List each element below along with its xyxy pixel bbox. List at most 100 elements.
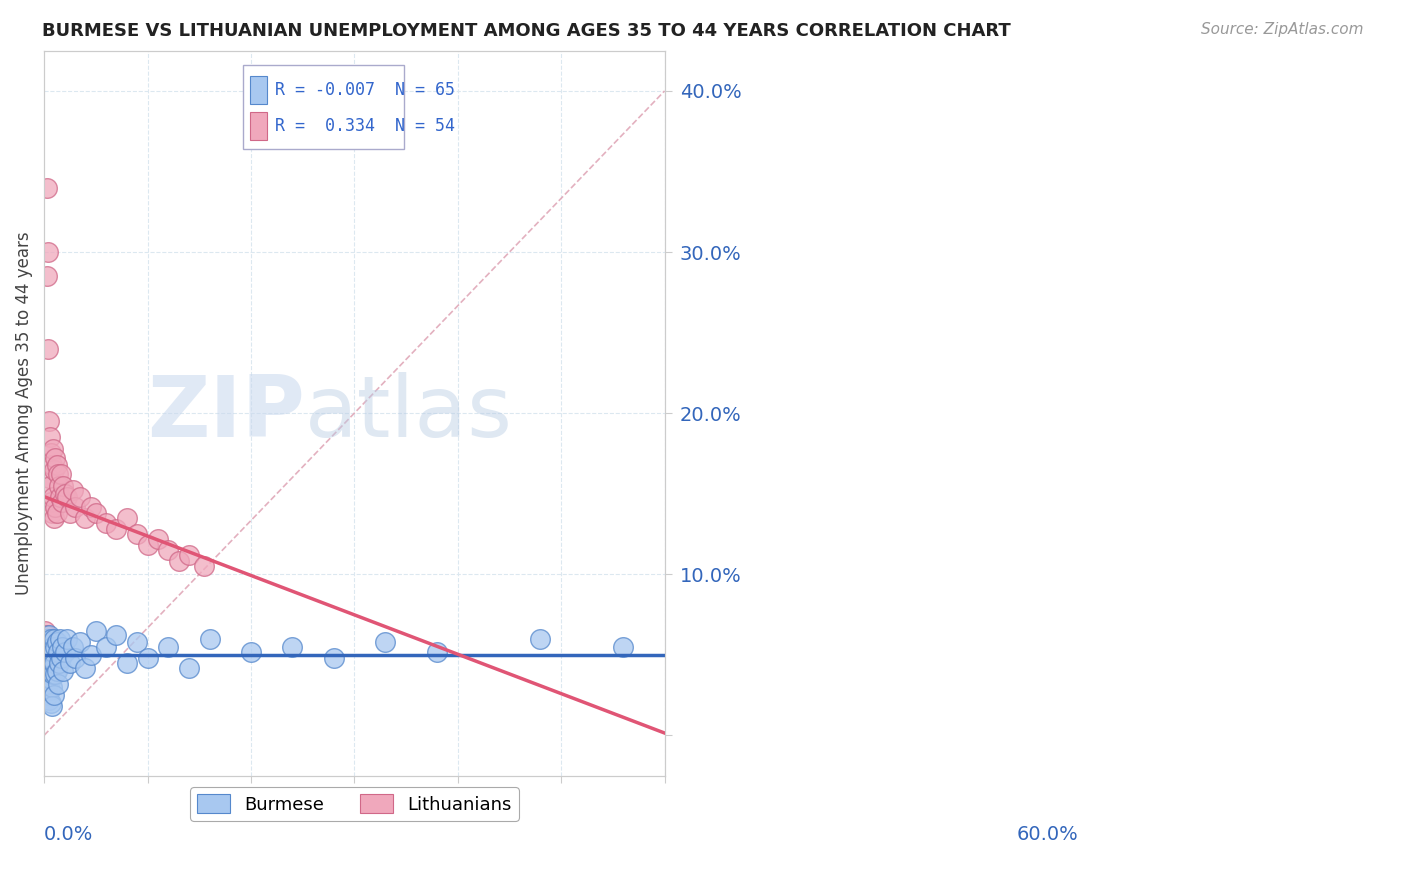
Point [44,500,66,514]
Point [44,640,66,654]
Point [96,640,118,654]
Point [63,500,86,514]
Point [198,632,221,646]
Point [53,644,76,658]
Point [59,506,82,520]
Point [41,680,63,694]
Point [37,656,59,670]
Point [49,467,72,482]
Text: Source: ZipAtlas.com: Source: ZipAtlas.com [1201,22,1364,37]
Point [84,624,107,638]
Point [45,458,67,472]
Text: atlas: atlas [305,372,513,455]
Point [127,635,149,649]
Point [69,490,91,504]
Point [157,640,180,654]
Point [281,640,304,654]
Point [115,511,138,525]
Point [612,640,634,654]
Point [37,342,59,356]
Point [193,559,215,574]
Point [41,672,63,686]
Point [48,656,70,670]
Point [51,640,73,654]
Point [39,430,62,444]
Text: BURMESE VS LITHUANIAN UNEMPLOYMENT AMONG AGES 35 TO 44 YEARS CORRELATION CHART: BURMESE VS LITHUANIAN UNEMPLOYMENT AMONG… [42,22,1011,40]
Text: R =  0.334  N = 54: R = 0.334 N = 54 [276,117,456,135]
Point [35,667,58,681]
Point [37,632,59,646]
Point [146,532,169,546]
Point [127,527,149,541]
Point [41,699,63,714]
Point [177,661,200,675]
Point [44,688,66,702]
Point [48,478,70,492]
Point [62,640,84,654]
Point [37,269,59,284]
Point [49,651,72,665]
Point [75,661,97,675]
Point [46,677,69,691]
Point [105,522,128,536]
Point [37,632,59,646]
Point [136,538,159,552]
Point [45,506,67,520]
FancyBboxPatch shape [250,76,267,103]
Point [38,628,60,642]
Point [44,511,66,525]
Point [35,683,58,698]
Point [37,664,59,678]
Point [44,667,66,681]
Point [39,635,62,649]
Point [75,511,97,525]
Point [35,640,58,654]
Point [42,490,65,504]
Point [157,543,180,558]
Point [63,651,86,665]
Point [41,661,63,675]
Point [48,490,70,504]
Point [79,500,101,514]
Point [84,506,107,520]
Point [59,656,82,670]
Point [41,651,63,665]
Point [38,693,60,707]
Text: 0.0%: 0.0% [44,825,93,844]
Point [38,651,60,665]
Point [79,648,101,662]
Text: 60.0%: 60.0% [1017,825,1078,844]
Point [56,490,79,504]
Point [44,462,66,476]
Point [37,245,59,260]
Point [45,664,67,678]
Point [39,661,62,675]
Point [69,635,91,649]
Point [34,635,56,649]
Point [34,651,56,665]
Point [42,442,65,456]
Point [52,664,75,678]
Y-axis label: Unemployment Among Ages 35 to 44 years: Unemployment Among Ages 35 to 44 years [15,231,32,595]
Text: R = -0.007  N = 65: R = -0.007 N = 65 [276,81,456,99]
Point [51,495,73,509]
Point [37,640,59,654]
Point [37,688,59,702]
Point [44,451,66,466]
Point [39,659,62,673]
Point [177,548,200,562]
Point [96,516,118,530]
Point [374,635,396,649]
Text: ZIP: ZIP [148,372,305,455]
Point [167,554,190,568]
Point [38,651,60,665]
Point [48,632,70,646]
Point [239,644,262,658]
Point [38,470,60,484]
Point [39,683,62,698]
Point [322,651,344,665]
Point [56,632,79,646]
Point [115,656,138,670]
Point [37,680,59,694]
Point [105,628,128,642]
